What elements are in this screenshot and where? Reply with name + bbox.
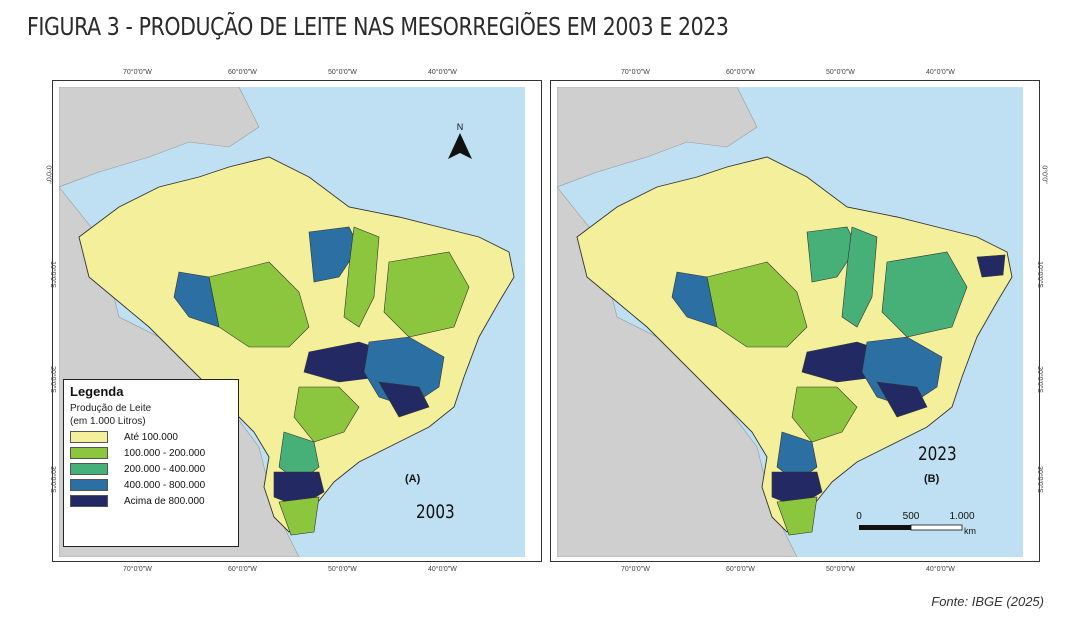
longitude-label: 50°0'0"W bbox=[826, 69, 855, 76]
latitude-label: 20°0'0"S bbox=[1036, 366, 1044, 393]
region-para-southeast bbox=[806, 226, 858, 283]
north-arrow-icon: N bbox=[448, 122, 472, 159]
scale-segment-dark bbox=[859, 525, 911, 530]
region-sao-paulo bbox=[293, 386, 360, 443]
panel-year: 2023 bbox=[918, 443, 957, 465]
scale-tick-label: 1.000 bbox=[949, 511, 974, 522]
longitude-label: 60°0'0"W bbox=[228, 566, 257, 573]
legend-swatch bbox=[70, 479, 108, 491]
map-frame: 70°0'0"W 60°0'0"W 50°0'0"W 40°0'0"W 70°0… bbox=[45, 69, 542, 573]
latitude-label: 10°0'0"S bbox=[1036, 261, 1044, 288]
legend-label: 400.000 - 800.000 bbox=[124, 479, 206, 491]
region-bahia bbox=[383, 251, 470, 338]
latitude-label: 20°0'0"S bbox=[48, 366, 56, 393]
longitude-label: 50°0'0"W bbox=[826, 566, 855, 573]
northern-neighbors bbox=[557, 87, 758, 188]
longitude-label: 40°0'0"W bbox=[926, 69, 955, 76]
map-panel-2003: 70°0'0"W 60°0'0"W 50°0'0"W 40°0'0"W 70°0… bbox=[45, 69, 542, 573]
scale-tick-label: 500 bbox=[903, 511, 920, 522]
figure-title: FIGURA 3 - PRODUÇÃO DE LEITE NAS MESORRE… bbox=[27, 12, 729, 41]
scale-segment-light bbox=[910, 524, 963, 531]
arrow-shape bbox=[448, 133, 472, 159]
legend-item: 200.000 - 400.000 bbox=[70, 463, 232, 475]
region-rs-south bbox=[278, 496, 320, 536]
latitude-label: 30°0'0"S bbox=[48, 466, 56, 493]
longitude-label: 50°0'0"W bbox=[328, 69, 357, 76]
longitude-label: 50°0'0"W bbox=[328, 566, 357, 573]
region-rondonia bbox=[671, 271, 718, 328]
legend-item: Até 100.000 bbox=[70, 431, 232, 443]
legend-label: 200.000 - 400.000 bbox=[124, 463, 206, 475]
legend-unit: (em 1.000 Litros) bbox=[70, 416, 146, 427]
latitude-label: 30°0'0"S bbox=[1036, 466, 1044, 493]
longitude-label: 70°0'0"W bbox=[123, 69, 152, 76]
map-2023 bbox=[557, 87, 1023, 557]
region-minas-south bbox=[876, 381, 928, 418]
longitude-label: 70°0'0"W bbox=[621, 69, 650, 76]
legend-item: 100.000 - 200.000 bbox=[70, 447, 232, 459]
region-para-southeast bbox=[308, 226, 360, 283]
region-tocantins bbox=[343, 226, 380, 328]
region-pernambuco bbox=[976, 254, 1006, 278]
legend-swatch bbox=[70, 447, 108, 459]
northern-neighbors bbox=[59, 87, 260, 188]
legend-swatch bbox=[70, 431, 108, 443]
map-panel-2023: 70°0'0"W 60°0'0"W 50°0'0"W 40°0'0"W 70°0… bbox=[550, 69, 1047, 573]
panel-year: 2003 bbox=[416, 501, 455, 523]
scale-bar: 0 500 1.000 km bbox=[856, 511, 976, 536]
figure-source: Fonte: IBGE (2025) bbox=[931, 594, 1044, 609]
north-label: N bbox=[457, 122, 464, 132]
legend-label: 100.000 - 200.000 bbox=[124, 447, 206, 459]
longitude-label: 70°0'0"W bbox=[621, 566, 650, 573]
legend-item: 400.000 - 800.000 bbox=[70, 479, 232, 491]
longitude-label: 40°0'0"W bbox=[428, 566, 457, 573]
longitude-label: 40°0'0"W bbox=[428, 69, 457, 76]
longitude-label: 60°0'0"W bbox=[726, 566, 755, 573]
latitude-label: 10°0'0"S bbox=[48, 261, 56, 288]
legend-label: Até 100.000 bbox=[124, 431, 178, 443]
region-midwest-north bbox=[208, 261, 310, 348]
legend-label: Acima de 800.000 bbox=[124, 495, 205, 507]
legend-subtitle: Produção de Leite bbox=[70, 403, 152, 414]
legend-swatch bbox=[70, 495, 108, 507]
region-bahia bbox=[881, 251, 968, 338]
panel-label: (A) bbox=[405, 473, 421, 485]
panel-label: (B) bbox=[924, 473, 940, 485]
legend-title: Legenda bbox=[70, 384, 124, 399]
legend-item: Acima de 800.000 bbox=[70, 495, 232, 507]
region-sao-paulo bbox=[791, 386, 858, 443]
region-rondonia bbox=[173, 271, 220, 328]
longitude-label: 70°0'0"W bbox=[123, 566, 152, 573]
scale-tick-label: 0 bbox=[856, 511, 862, 522]
scale-unit: km bbox=[964, 526, 976, 536]
brazil-outline bbox=[576, 156, 1013, 533]
region-midwest-north bbox=[706, 261, 808, 348]
region-rs-south bbox=[776, 496, 818, 536]
region-tocantins bbox=[841, 226, 878, 328]
longitude-label: 40°0'0"W bbox=[926, 566, 955, 573]
latitude-label: 0°0'0" bbox=[44, 165, 52, 184]
map-legend: Legenda Produção de Leite (em 1.000 Litr… bbox=[63, 379, 239, 547]
legend-swatch bbox=[70, 463, 108, 475]
map-frame: 70°0'0"W 60°0'0"W 50°0'0"W 40°0'0"W 70°0… bbox=[550, 69, 1047, 573]
longitude-label: 60°0'0"W bbox=[228, 69, 257, 76]
latitude-label: 0°0'0" bbox=[1040, 165, 1048, 184]
longitude-label: 60°0'0"W bbox=[726, 69, 755, 76]
region-minas-south bbox=[378, 381, 430, 418]
